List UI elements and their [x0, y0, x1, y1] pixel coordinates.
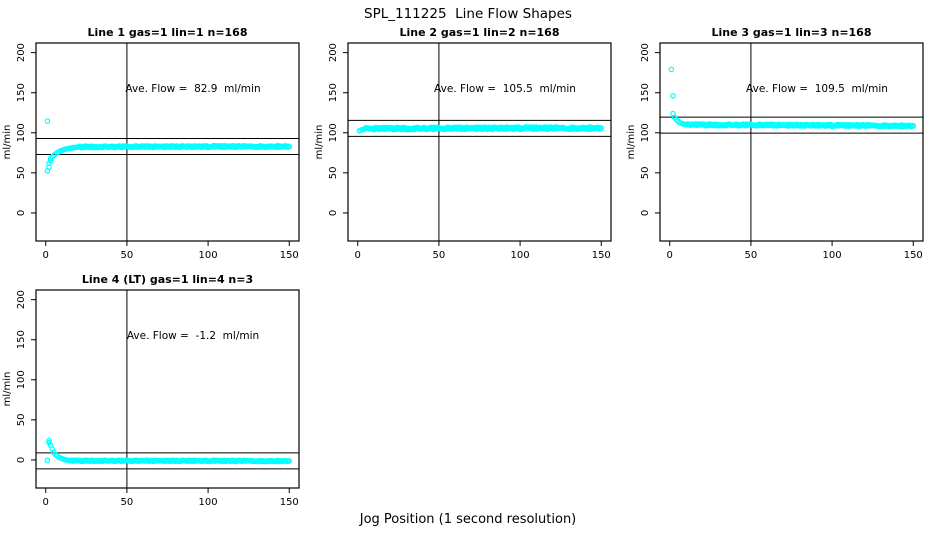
y-tick-label: 100: [16, 123, 27, 142]
panel-line-3-plot: 0 50 100 150 0 50 100 150 200 ml/min: [626, 42, 924, 261]
y-axis-title: ml/min: [314, 125, 325, 160]
x-tick-label: 150: [280, 250, 299, 261]
y-axis-title: ml/min: [2, 372, 13, 407]
data-point: [44, 118, 51, 124]
y-tick-label: 150: [16, 330, 27, 349]
y-axis-title: ml/min: [2, 125, 13, 160]
y-tick-label: 100: [640, 123, 651, 142]
y-tick-label: 50: [640, 166, 651, 179]
data-point: [910, 122, 917, 129]
y-tick-label: 200: [16, 43, 27, 62]
data-point: [286, 458, 293, 464]
panel-line-1-plot: 0 50 100 150 0 50 100 150 200 ml/min: [2, 42, 300, 261]
y-tick-label: 100: [16, 370, 27, 389]
data-point: [670, 93, 676, 99]
panel-line-1: 0 50 100 150 0 50 100 150 200 ml/min Line 1 gas=1…: [0, 16, 312, 263]
plot-box: [35, 42, 300, 242]
y-tick-label: 200: [640, 43, 651, 62]
y-tick-label: 0: [16, 457, 27, 463]
y-tick-label: 200: [16, 290, 27, 309]
panel-line-3-ave-flow-annotation: Ave. Flow = 109.5 ml/min: [746, 83, 888, 95]
x-tick-label: 0: [43, 497, 49, 508]
panel-line-1-ave-flow-annotation: Ave. Flow = 82.9 ml/min: [125, 83, 261, 95]
panel-line-2-title: Line 2 gas=1 lin=2 n=168: [399, 26, 560, 39]
panel-line-1-title: Line 1 gas=1 lin=1 n=168: [87, 26, 248, 39]
y-tick-label: 0: [640, 210, 651, 216]
panel-line-3: 0 50 100 150 0 50 100 150 200 ml/min Line 3 gas=1…: [624, 16, 936, 263]
x-tick-label: 150: [592, 250, 611, 261]
x-tick-label: 100: [199, 250, 218, 261]
y-tick-label: 50: [16, 166, 27, 179]
panel-line-2-plot: 0 50 100 150 0 50 100 150 200 ml/min: [314, 42, 612, 261]
x-tick-label: 50: [745, 250, 758, 261]
x-tick-label: 50: [433, 250, 446, 261]
y-tick-label: 50: [328, 166, 339, 179]
data-point: [286, 143, 293, 150]
x-tick-label: 50: [121, 250, 134, 261]
x-tick-label: 0: [667, 250, 673, 261]
y-tick-label: 100: [328, 123, 339, 142]
x-tick-label: 100: [199, 497, 218, 508]
plot-box: [347, 42, 612, 242]
x-tick-label: 100: [511, 250, 530, 261]
figure-title: SPL_111225 Line Flow Shapes: [364, 6, 572, 22]
x-tick-label: 150: [904, 250, 923, 261]
y-tick-label: 150: [328, 83, 339, 102]
x-tick-label: 0: [355, 250, 361, 261]
data-point: [668, 66, 675, 73]
x-tick-label: 150: [280, 497, 299, 508]
panel-line-4-title: Line 4 (LT) gas=1 lin=4 n=3: [81, 273, 254, 286]
y-tick-label: 150: [640, 83, 651, 102]
x-tick-label: 50: [121, 497, 134, 508]
panel-line-4: 0 50 100 150 0 50 100 150 200 ml/min Line 4 (LT) …: [0, 263, 312, 510]
y-tick-label: 0: [16, 210, 27, 216]
x-tick-label: 100: [823, 250, 842, 261]
y-tick-label: 0: [328, 210, 339, 216]
y-tick-label: 200: [328, 43, 339, 62]
data-point: [44, 457, 51, 464]
panel-line-2: 0 50 100 150 0 50 100 150 200 ml/min Line 2 gas=1…: [312, 16, 624, 263]
panel-line-2-ave-flow-annotation: Ave. Flow = 105.5 ml/min: [434, 83, 576, 95]
y-tick-label: 150: [16, 83, 27, 102]
plot-box: [35, 289, 300, 489]
panel-line-4-plot: 0 50 100 150 0 50 100 150 200 ml/min: [2, 289, 300, 508]
panel-line-3-title: Line 3 gas=1 lin=3 n=168: [711, 26, 872, 39]
x-tick-label: 0: [43, 250, 49, 261]
panel-line-4-ave-flow-annotation: Ave. Flow = -1.2 ml/min: [126, 330, 260, 342]
y-tick-label: 50: [16, 413, 27, 426]
x-axis-label: Jog Position (1 second resolution): [359, 512, 577, 527]
plot-box: [659, 42, 924, 242]
y-axis-title: ml/min: [626, 125, 637, 160]
data-point: [598, 125, 605, 131]
